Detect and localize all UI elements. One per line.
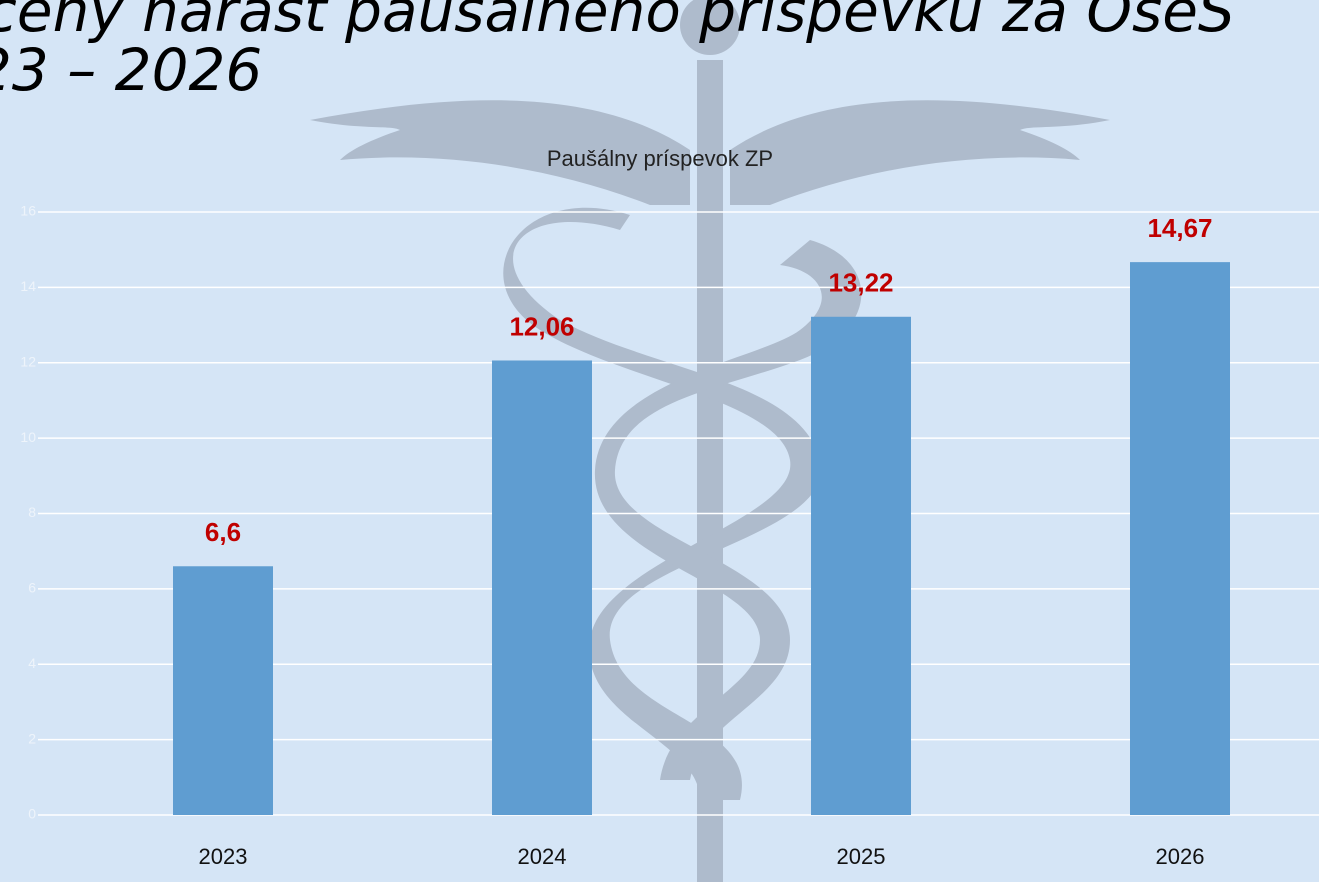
x-tick-label: 2023: [199, 844, 248, 869]
x-tick-label: 2025: [837, 844, 886, 869]
slide-title: 23 – 2026: [0, 36, 262, 104]
value-label: 6,6: [205, 517, 241, 547]
slide: čený nárast paušálneho príspevku za OseS…: [0, 0, 1319, 882]
y-tick-label: 10: [20, 429, 36, 445]
x-tick-label: 2026: [1156, 844, 1205, 869]
y-tick-label: 8: [28, 504, 36, 520]
y-tick-label: 16: [20, 203, 36, 219]
y-tick-label: 0: [28, 806, 36, 822]
chart-title: Paušálny príspevok ZP: [547, 146, 773, 171]
bar: [173, 566, 273, 815]
value-label: 14,67: [1147, 213, 1212, 243]
x-tick-label: 2024: [518, 844, 567, 869]
bar: [492, 360, 592, 815]
caduceus-watermark: [310, 0, 1110, 882]
y-tick-label: 12: [20, 353, 36, 369]
y-tick-label: 4: [28, 655, 36, 671]
value-label: 12,06: [509, 311, 574, 341]
bar: [1130, 262, 1230, 815]
y-tick-label: 2: [28, 730, 36, 746]
y-tick-label: 14: [20, 278, 36, 294]
value-label: 13,22: [828, 268, 893, 298]
bar: [811, 317, 911, 815]
y-tick-label: 6: [28, 580, 36, 596]
